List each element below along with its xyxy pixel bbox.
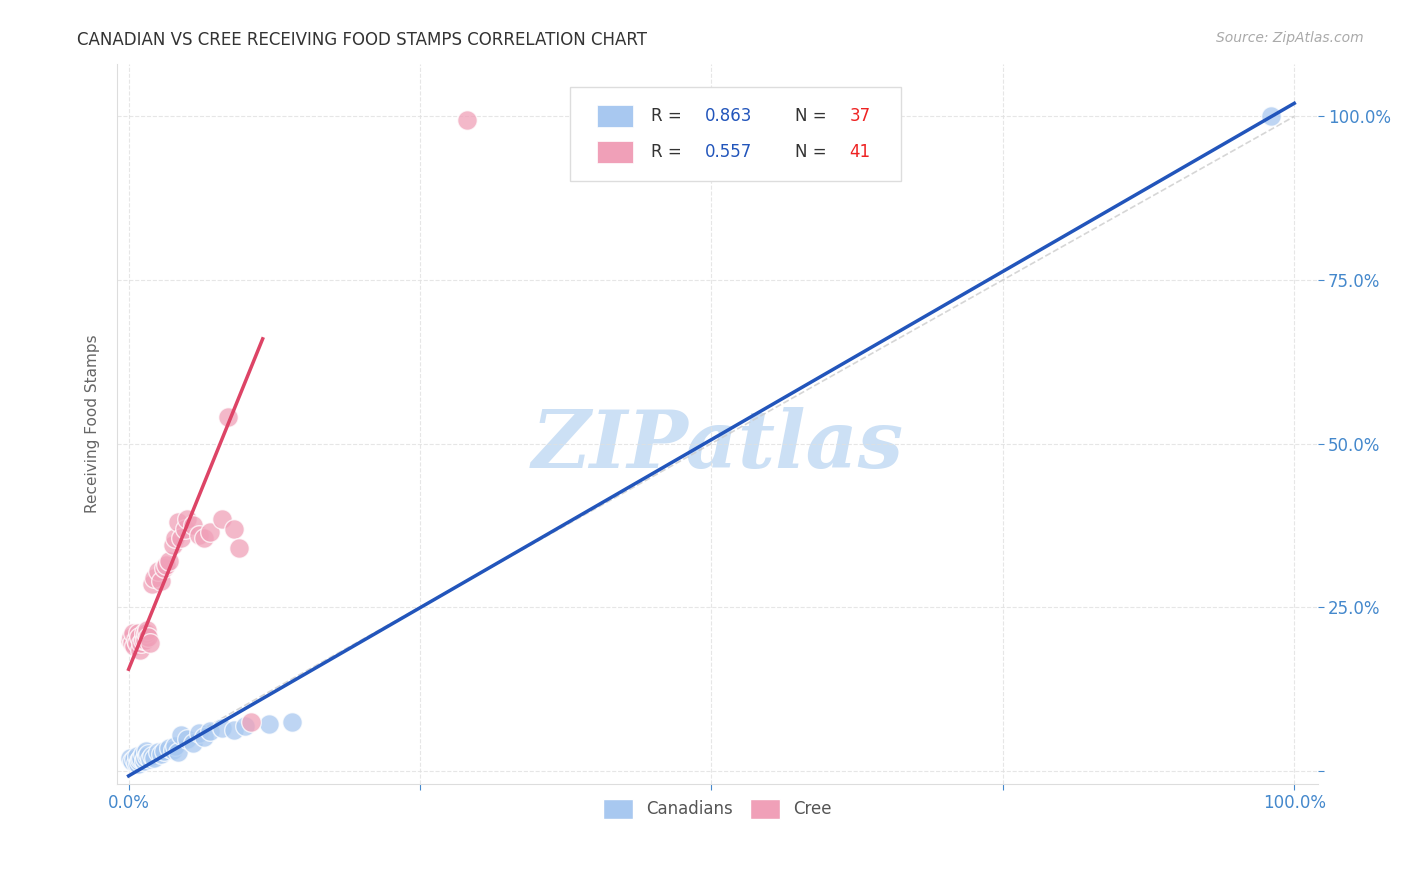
Point bbox=[143, 571, 166, 585]
Point bbox=[143, 750, 166, 764]
Point bbox=[124, 756, 146, 770]
Point bbox=[134, 632, 156, 647]
Point bbox=[1260, 109, 1282, 123]
FancyBboxPatch shape bbox=[598, 105, 633, 127]
Point bbox=[222, 522, 245, 536]
Text: R =: R = bbox=[651, 143, 688, 161]
Point bbox=[135, 744, 157, 758]
Point bbox=[211, 512, 233, 526]
Point bbox=[193, 532, 215, 546]
Point bbox=[162, 538, 184, 552]
Text: 0.557: 0.557 bbox=[706, 143, 752, 161]
Point bbox=[131, 632, 153, 647]
Legend: Canadians, Cree: Canadians, Cree bbox=[596, 792, 838, 826]
Point bbox=[150, 747, 173, 762]
Point bbox=[125, 749, 148, 764]
Text: 37: 37 bbox=[849, 107, 870, 125]
Point bbox=[165, 532, 187, 546]
Point bbox=[257, 716, 280, 731]
Point bbox=[181, 518, 204, 533]
Point bbox=[176, 732, 198, 747]
Point bbox=[456, 112, 478, 127]
Point bbox=[240, 714, 263, 729]
Point bbox=[200, 524, 222, 539]
Point bbox=[217, 410, 239, 425]
Point bbox=[233, 719, 256, 733]
Point bbox=[118, 750, 141, 764]
Point bbox=[138, 636, 160, 650]
Point bbox=[146, 564, 169, 578]
Text: R =: R = bbox=[651, 107, 688, 125]
Text: 0.863: 0.863 bbox=[706, 107, 752, 125]
Point bbox=[120, 630, 142, 644]
Point bbox=[200, 724, 222, 739]
Point bbox=[170, 728, 193, 742]
Point bbox=[187, 528, 209, 542]
Point bbox=[138, 747, 160, 762]
Text: 41: 41 bbox=[849, 143, 870, 161]
Point bbox=[141, 577, 163, 591]
Point bbox=[228, 541, 250, 556]
Point bbox=[132, 626, 155, 640]
Point bbox=[222, 723, 245, 737]
Point bbox=[127, 757, 149, 772]
Point bbox=[121, 636, 143, 650]
Point bbox=[125, 636, 148, 650]
Point bbox=[129, 752, 152, 766]
Y-axis label: Receiving Food Stamps: Receiving Food Stamps bbox=[86, 334, 100, 513]
Point bbox=[166, 745, 188, 759]
Point bbox=[134, 750, 156, 764]
Point bbox=[136, 623, 159, 637]
Point bbox=[157, 740, 180, 755]
Point bbox=[166, 515, 188, 529]
Point bbox=[187, 725, 209, 739]
Point bbox=[135, 626, 157, 640]
Point bbox=[128, 630, 150, 644]
Text: CANADIAN VS CREE RECEIVING FOOD STAMPS CORRELATION CHART: CANADIAN VS CREE RECEIVING FOOD STAMPS C… bbox=[77, 31, 647, 49]
Point bbox=[157, 554, 180, 568]
Point bbox=[173, 522, 195, 536]
Point bbox=[131, 636, 153, 650]
Point bbox=[150, 574, 173, 588]
Point bbox=[193, 730, 215, 744]
Point bbox=[152, 561, 174, 575]
Point bbox=[146, 745, 169, 759]
Point bbox=[152, 744, 174, 758]
Point bbox=[131, 747, 153, 762]
Point bbox=[121, 754, 143, 768]
Point bbox=[170, 532, 193, 546]
Point bbox=[138, 752, 160, 766]
Point bbox=[155, 558, 177, 572]
Point bbox=[124, 752, 146, 766]
Point bbox=[211, 721, 233, 735]
Point bbox=[176, 512, 198, 526]
Point bbox=[136, 749, 159, 764]
Point bbox=[281, 714, 304, 729]
Text: ZIPatlas: ZIPatlas bbox=[531, 407, 903, 484]
Point bbox=[138, 630, 160, 644]
Text: N =: N = bbox=[796, 143, 832, 161]
Point bbox=[127, 626, 149, 640]
Point bbox=[124, 640, 146, 654]
Point bbox=[128, 754, 150, 768]
Point bbox=[162, 742, 184, 756]
Point bbox=[132, 754, 155, 768]
FancyBboxPatch shape bbox=[569, 87, 901, 181]
FancyBboxPatch shape bbox=[598, 141, 633, 162]
Point bbox=[165, 739, 187, 753]
Point bbox=[124, 632, 146, 647]
Point bbox=[122, 626, 145, 640]
Point bbox=[118, 632, 141, 647]
Text: N =: N = bbox=[796, 107, 832, 125]
Point bbox=[131, 750, 153, 764]
Point bbox=[141, 749, 163, 764]
Point bbox=[129, 642, 152, 657]
Point bbox=[181, 736, 204, 750]
Text: Source: ZipAtlas.com: Source: ZipAtlas.com bbox=[1216, 31, 1364, 45]
